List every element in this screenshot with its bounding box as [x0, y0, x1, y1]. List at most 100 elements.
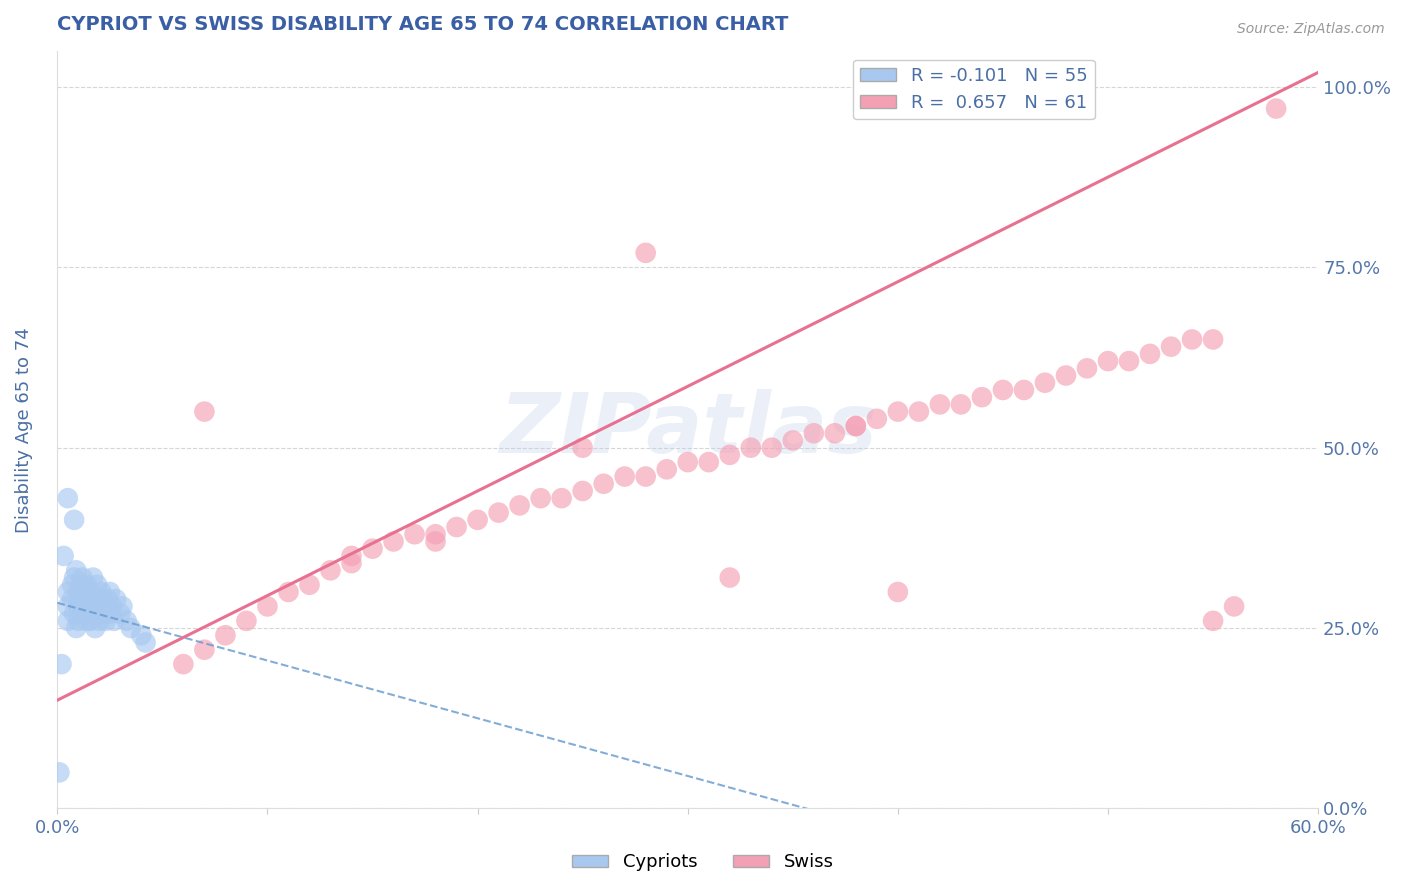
Point [93, 607, 115, 621]
Point [718, 570, 741, 584]
Point [655, 462, 678, 476]
Point [97, 592, 120, 607]
Text: ZIPatlas: ZIPatlas [499, 389, 877, 470]
Point [56, 491, 79, 506]
Point [319, 563, 342, 577]
Point [73, 599, 96, 614]
Point [77, 592, 100, 607]
Point [63, 570, 86, 584]
Y-axis label: Disability Age 65 to 74: Disability Age 65 to 74 [15, 326, 32, 533]
Point [1265, 102, 1288, 116]
Point [340, 556, 363, 570]
Point [103, 614, 125, 628]
Point [77, 599, 100, 614]
Text: CYPRIOT VS SWISS DISABILITY AGE 65 TO 74 CORRELATION CHART: CYPRIOT VS SWISS DISABILITY AGE 65 TO 74… [58, 15, 789, 34]
Point [110, 607, 132, 621]
Point [1118, 354, 1140, 368]
Point [56, 614, 79, 628]
Point [52, 549, 75, 563]
Point [446, 520, 468, 534]
Point [214, 628, 236, 642]
Point [51, 657, 73, 672]
Point [592, 476, 614, 491]
Point [340, 549, 363, 563]
Point [131, 628, 153, 642]
Point [67, 599, 90, 614]
Point [571, 441, 593, 455]
Legend: Cypriots, Swiss: Cypriots, Swiss [565, 847, 841, 879]
Point [1202, 333, 1225, 347]
Point [76, 578, 98, 592]
Point [82, 599, 104, 614]
Point [76, 614, 98, 628]
Point [1097, 354, 1119, 368]
Point [120, 621, 142, 635]
Point [1202, 614, 1225, 628]
Point [235, 614, 257, 628]
Point [101, 599, 124, 614]
Point [86, 607, 108, 621]
Point [67, 614, 90, 628]
Point [991, 383, 1014, 397]
Point [56, 585, 79, 599]
Point [193, 642, 215, 657]
Legend: R = -0.101   N = 55, R =  0.657   N = 61: R = -0.101 N = 55, R = 0.657 N = 61 [853, 60, 1095, 120]
Point [550, 491, 572, 506]
Point [425, 527, 447, 541]
Point [69, 592, 91, 607]
Point [90, 592, 112, 607]
Point [697, 455, 720, 469]
Point [782, 434, 804, 448]
Point [425, 534, 447, 549]
Point [803, 426, 825, 441]
Point [111, 599, 134, 614]
Point [63, 513, 86, 527]
Point [60, 578, 83, 592]
Point [845, 419, 868, 434]
Point [488, 506, 510, 520]
Point [135, 635, 157, 649]
Point [676, 455, 699, 469]
Point [928, 397, 950, 411]
Point [80, 585, 103, 599]
Point [67, 585, 90, 599]
Point [887, 585, 910, 599]
Point [69, 578, 91, 592]
Point [634, 469, 657, 483]
Point [256, 599, 278, 614]
Point [1012, 383, 1035, 397]
Point [887, 404, 910, 418]
Point [115, 614, 138, 628]
Point [298, 578, 321, 592]
Point [84, 592, 107, 607]
Point [571, 483, 593, 498]
Point [509, 499, 531, 513]
Point [80, 614, 103, 628]
Point [1223, 599, 1246, 614]
Point [172, 657, 194, 672]
Point [193, 404, 215, 418]
Point [84, 621, 107, 635]
Point [382, 534, 405, 549]
Point [1139, 347, 1161, 361]
Point [63, 607, 86, 621]
Point [72, 607, 94, 621]
Point [98, 585, 121, 599]
Text: Source: ZipAtlas.com: Source: ZipAtlas.com [1237, 22, 1385, 37]
Point [740, 441, 762, 455]
Point [60, 592, 83, 607]
Point [73, 585, 96, 599]
Point [90, 585, 112, 599]
Point [1076, 361, 1098, 376]
Point [908, 404, 931, 418]
Point [761, 441, 783, 455]
Point [72, 570, 94, 584]
Point [48, 765, 70, 780]
Point [86, 578, 108, 592]
Point [467, 513, 489, 527]
Point [98, 607, 121, 621]
Point [93, 599, 115, 614]
Point [82, 570, 104, 584]
Point [1033, 376, 1056, 390]
Point [949, 397, 972, 411]
